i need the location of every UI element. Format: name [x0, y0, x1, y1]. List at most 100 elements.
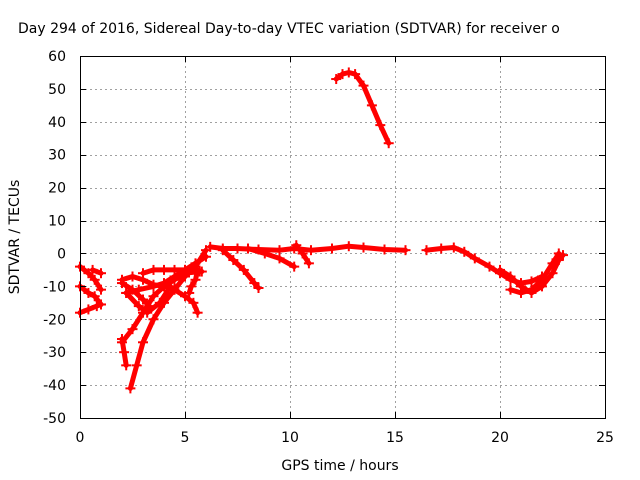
data-point — [375, 120, 386, 131]
data-point — [138, 337, 148, 348]
data-point — [87, 264, 98, 275]
data-point — [259, 248, 270, 259]
data-point — [96, 268, 106, 279]
x-tick-label: 20 — [491, 430, 509, 446]
grid — [80, 56, 605, 418]
data-point — [306, 245, 316, 256]
data-point — [232, 243, 243, 254]
y-tick-label: 30 — [48, 148, 66, 164]
data-point — [148, 264, 159, 275]
x-tick-label: 5 — [181, 430, 190, 446]
data-point — [96, 284, 106, 295]
data-point — [303, 258, 314, 269]
data-point — [400, 245, 411, 256]
data-series-line — [245, 246, 297, 270]
data-point — [138, 294, 148, 305]
data-point — [125, 383, 136, 394]
data-point — [421, 245, 432, 256]
y-tick-label: 60 — [48, 49, 66, 65]
data-point — [188, 297, 199, 308]
data-point — [537, 274, 547, 285]
data-point — [169, 284, 180, 295]
data-point — [217, 245, 228, 256]
data-point — [337, 69, 348, 80]
data-point — [201, 251, 211, 262]
data-point — [159, 278, 169, 289]
data-point — [289, 261, 300, 272]
data-point — [553, 248, 564, 259]
data-point — [526, 284, 537, 295]
data-point — [238, 264, 249, 275]
data-point — [186, 281, 197, 292]
data-point — [343, 241, 354, 252]
data-point — [331, 74, 342, 85]
data-point — [117, 337, 127, 348]
data-point — [379, 244, 390, 255]
data-point — [484, 261, 495, 272]
y-tick-label: -30 — [43, 345, 66, 361]
data-point — [383, 138, 394, 149]
data-point — [127, 324, 138, 335]
data-point — [148, 291, 159, 302]
data-point — [184, 287, 195, 298]
data-point — [159, 264, 169, 275]
x-tick-label: 15 — [386, 430, 404, 446]
data-point — [366, 100, 377, 111]
data-point — [119, 347, 130, 358]
data-point — [436, 243, 447, 254]
x-tick-label: 10 — [281, 430, 299, 446]
data-point — [148, 314, 159, 325]
y-tick-label: -40 — [43, 378, 66, 394]
data-point — [327, 243, 337, 254]
data-point — [547, 268, 558, 279]
data-point — [274, 253, 285, 264]
plot-frame — [80, 56, 606, 419]
data-series-line — [119, 280, 152, 309]
y-axis-label: SDTVAR / TECUs — [7, 180, 23, 295]
data-point — [83, 287, 94, 298]
x-tick-label: 0 — [76, 430, 85, 446]
data-point — [154, 297, 165, 308]
data-point — [547, 258, 558, 269]
data-point — [192, 264, 203, 275]
data-point — [83, 304, 94, 315]
data-series-line — [119, 269, 203, 345]
data-point — [117, 274, 127, 285]
data-point — [180, 264, 190, 275]
data-point — [459, 246, 470, 257]
y-tick-label: -10 — [43, 279, 66, 295]
data-point — [138, 268, 148, 279]
data-series-line — [424, 245, 545, 286]
data-point — [469, 253, 480, 264]
x-tick-label: 25 — [596, 430, 614, 446]
data-point — [448, 242, 459, 253]
chart-title: Day 294 of 2016, Sidereal Day-to-day VTE… — [18, 21, 560, 37]
x-tick-labels: 0 5 10 15 20 25 — [76, 430, 614, 446]
data-point — [192, 307, 203, 318]
y-tick-label: 0 — [57, 246, 66, 262]
data-point — [89, 291, 100, 302]
data-point — [516, 287, 526, 298]
data-point — [253, 283, 264, 294]
data-series-line — [186, 267, 201, 296]
y-tick-label: -20 — [43, 312, 66, 328]
data-point — [190, 274, 201, 285]
data-point — [131, 360, 142, 371]
y-tick-label: -50 — [43, 411, 66, 427]
y-tick-label: 50 — [48, 82, 66, 98]
data-series-line — [497, 252, 566, 296]
data-point — [142, 307, 153, 318]
data-point — [358, 80, 369, 91]
data-series-line — [77, 283, 104, 307]
data-point — [133, 284, 144, 295]
data-point — [291, 240, 302, 251]
data-point — [133, 301, 144, 312]
data-point — [96, 299, 106, 310]
y-tick-labels: -50 -40 -30 -20 -10 0 10 20 30 40 50 60 — [43, 49, 66, 427]
data-point — [228, 255, 239, 266]
data-point — [148, 281, 159, 292]
ticks — [80, 56, 606, 419]
data-series — [75, 67, 568, 394]
data-point — [89, 274, 100, 285]
